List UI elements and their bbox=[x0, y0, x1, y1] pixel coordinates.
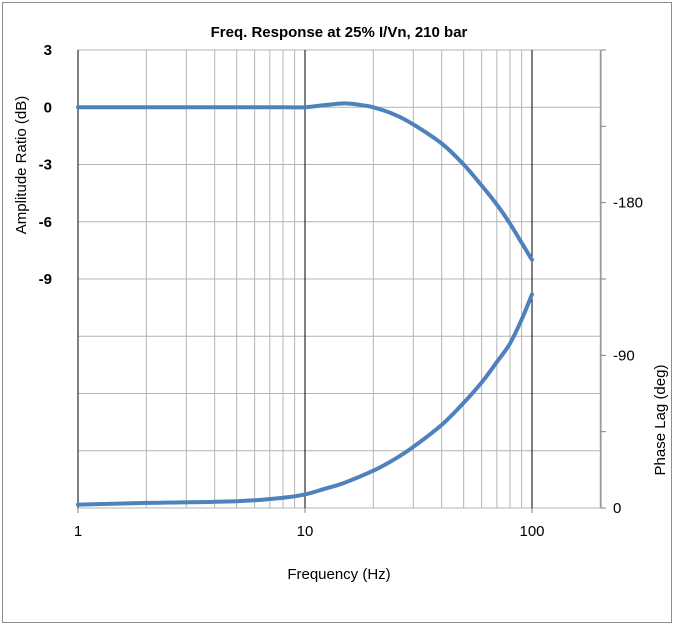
left-y-tick-label: 3 bbox=[44, 42, 52, 59]
right-y-tick-label: 0 bbox=[613, 500, 621, 517]
amplitude-ratio-line bbox=[76, 101, 534, 262]
left-y-axis-label: Amplitude Ratio (dB) bbox=[13, 96, 30, 234]
phase-lag-line bbox=[76, 292, 534, 507]
x-tick-label: 100 bbox=[519, 523, 544, 540]
grid-lines bbox=[77, 49, 606, 513]
x-tick-label: 1 bbox=[74, 523, 82, 540]
left-y-tick-label: 0 bbox=[44, 99, 52, 116]
left-y-tick-label: -9 bbox=[39, 271, 52, 288]
right-y-tick-label: -90 bbox=[613, 347, 635, 364]
x-tick-label: 10 bbox=[297, 523, 314, 540]
series-group bbox=[76, 101, 534, 507]
chart-title: Freq. Response at 25% I/Vn, 210 bar bbox=[211, 24, 468, 41]
right-y-axis-label: Phase Lag (deg) bbox=[652, 365, 669, 476]
left-y-tick-label: -3 bbox=[39, 157, 52, 174]
tick-labels: 3 0 -3 -6 -9 -180 -90 0 1 10 100 bbox=[39, 42, 643, 540]
x-axis-label: Frequency (Hz) bbox=[287, 566, 390, 583]
right-y-tick-label: -180 bbox=[613, 195, 643, 212]
left-y-tick-label: -6 bbox=[39, 214, 52, 231]
